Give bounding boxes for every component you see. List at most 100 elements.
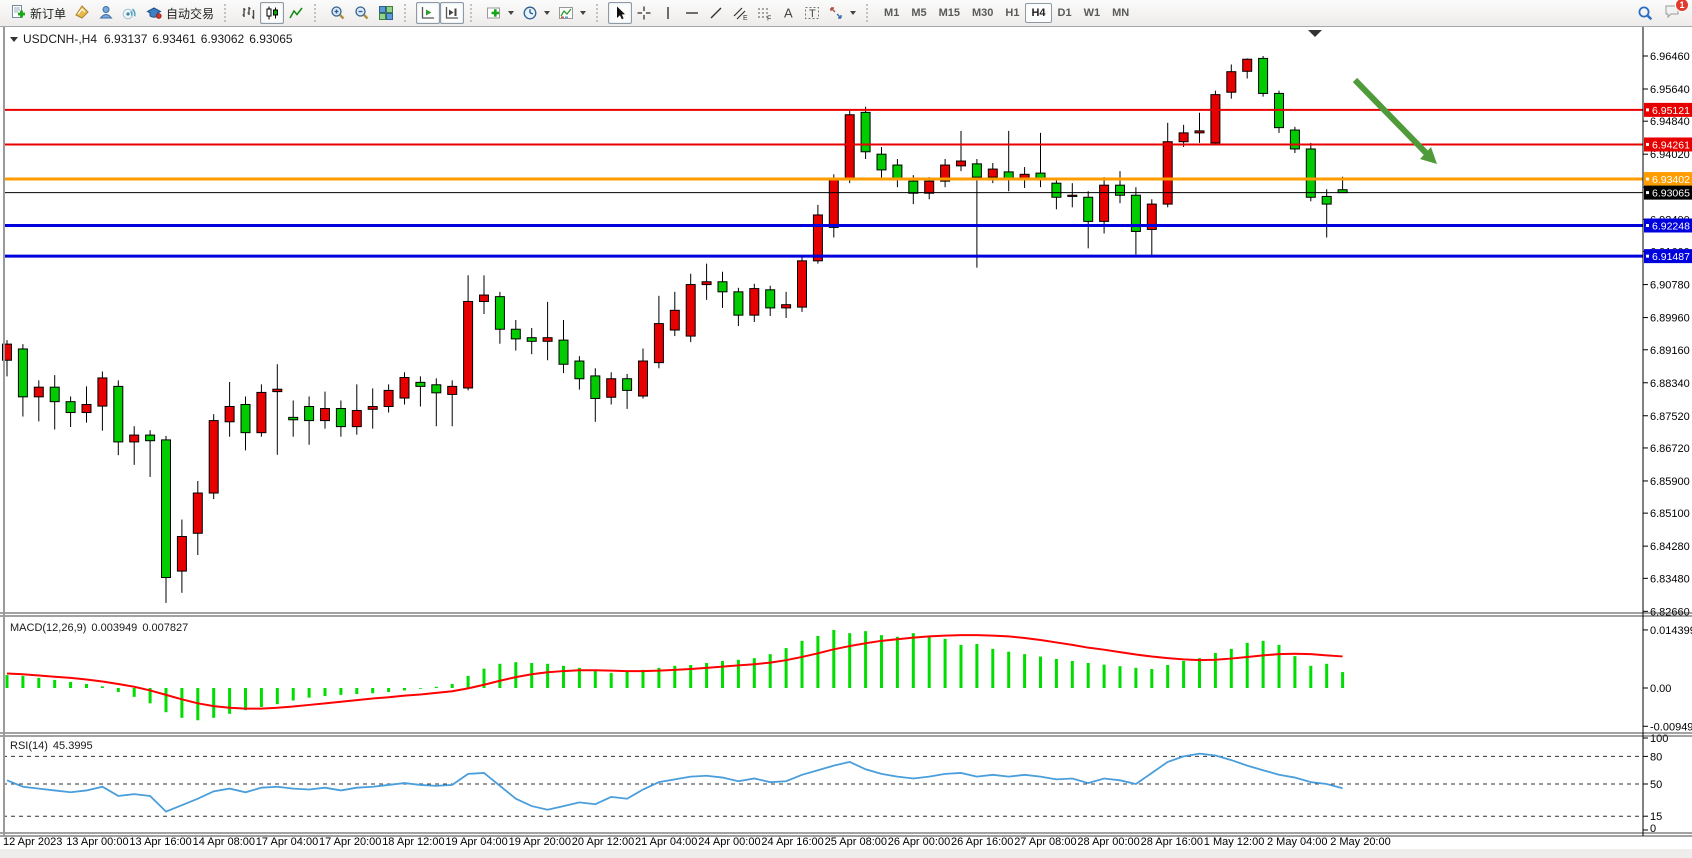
badge-marker-dot [1646,223,1649,227]
profiles-button[interactable] [94,2,118,24]
candle-body [1226,71,1237,93]
bar-chart-button[interactable] [236,2,260,24]
macd-histogram-bar [1023,654,1027,688]
macd-histogram-bar [546,663,550,688]
date-axis-label: 20 Apr 12:00 [572,836,634,848]
toolbar-grip [596,4,602,22]
candle-body [1083,196,1094,222]
line-chart-icon [289,7,303,19]
toolbar: 新订单 自动交易 [0,0,1692,27]
date-axis-label: 27 Apr 08:00 [1014,836,1076,848]
toolbar-group-scroll [414,0,466,26]
candle-body [1178,132,1189,143]
timeframe-button-d1[interactable]: D1 [1057,7,1072,19]
macd-histogram-bar [895,636,899,688]
macd-histogram-bar [434,686,438,688]
candle-body [1051,182,1062,198]
toolbar-grip [314,4,320,22]
timeframe-button-m5[interactable]: M5 [911,7,927,19]
candle-body [431,384,442,394]
macd-histogram-bar [1213,652,1217,688]
macd-histogram-bar [959,644,963,688]
indicators-button[interactable] [482,2,518,24]
candle-body [971,163,982,178]
periods-button[interactable] [518,2,554,24]
price-level-badge [1644,218,1692,233]
toolbar-group-trade: 新订单 自动交易 [4,0,220,26]
profiles-icon [98,4,114,23]
macd-histogram-bar [148,688,152,704]
new-chart-button[interactable] [70,2,94,24]
tile-windows-button[interactable] [374,2,398,24]
vertical-line-button[interactable] [656,2,680,24]
crosshair-icon [637,6,651,20]
search-button[interactable] [1633,2,1658,24]
templates-button[interactable] [554,2,590,24]
zoom-out-button[interactable] [350,2,374,24]
rsi-axis-label: 80 [1650,751,1662,763]
crosshair-button[interactable] [632,2,656,24]
candle-body [463,300,474,389]
macd-histogram-bar [498,663,502,688]
notifications-button[interactable]: 1 [1664,0,1689,24]
macd-histogram-bar [180,688,184,718]
badge-marker-dot [1646,177,1649,181]
zoom-in-button[interactable] [326,2,350,24]
arrows-button[interactable] [824,2,860,24]
price-axis-label: 6.94020 [1650,149,1690,161]
candle-body [1146,203,1157,230]
macd-histogram-bar [1245,642,1249,688]
candle-body [558,339,569,365]
timeframe-button-h4[interactable]: H4 [1025,3,1052,23]
candle-body [49,386,60,403]
text-label-button[interactable]: T [800,2,824,24]
macd-histogram-bar [1198,658,1201,688]
equidistant-channel-button[interactable]: E [728,2,752,24]
candle-body [1099,184,1110,222]
periods-dropdown-caret [544,11,551,15]
candle-body [2,343,12,361]
line-chart-button[interactable] [284,2,308,24]
candlestick-chart-button[interactable] [260,2,285,24]
chart-shift-marker[interactable] [1308,30,1322,37]
timeframe-button-m30[interactable]: M30 [972,7,994,19]
bar-chart-icon [242,7,255,19]
macd-histogram-bar [673,665,677,688]
cursor-button[interactable] [608,2,633,24]
badge-marker-dot [1646,108,1649,112]
candle-body [685,284,696,337]
macd-histogram-bar [880,635,883,688]
autotrading-button[interactable]: 自动交易 [142,2,218,24]
auto-scroll-button[interactable] [416,2,441,24]
chart-canvas[interactable]: 6.964606.956406.948406.940206.932006.924… [0,27,1692,858]
timeframe-button-m15[interactable]: M15 [938,7,960,19]
templates-dropdown-caret [580,11,587,15]
macd-main-value: 0.003949 [91,622,138,634]
toolbar-right: 1 [1633,0,1689,24]
rsi-axis-label: 100 [1650,733,1668,745]
arrows-dropdown-caret [850,11,857,15]
macd-histogram-bar [403,688,406,691]
macd-histogram-bar [609,673,613,688]
trend-arrow-annotation[interactable] [1352,77,1432,159]
candle-body [479,294,489,302]
new-order-button[interactable]: 新订单 [6,2,70,24]
chart-shift-button[interactable] [440,2,465,24]
horizontal-line-button[interactable] [680,2,704,24]
new-order-icon [10,4,26,23]
text-button[interactable]: A [776,2,800,24]
timeframe-button-h1[interactable]: H1 [1005,7,1020,19]
candle-body [606,378,617,398]
macd-histogram-bar [5,675,9,688]
signals-button[interactable] [118,2,142,24]
timeframe-button-mn[interactable]: MN [1112,7,1130,19]
collapse-icon[interactable] [10,36,18,42]
price-level-badge [1644,137,1692,152]
trendline-button[interactable] [704,2,728,24]
fibonacci-button[interactable]: F [752,2,776,24]
date-axis-label: 21 Apr 04:00 [635,836,697,848]
timeframe-button-m1[interactable]: M1 [884,7,900,19]
date-axis-label: 25 Apr 08:00 [825,836,887,848]
trendline-icon [710,7,722,19]
timeframe-button-w1[interactable]: W1 [1083,7,1101,19]
